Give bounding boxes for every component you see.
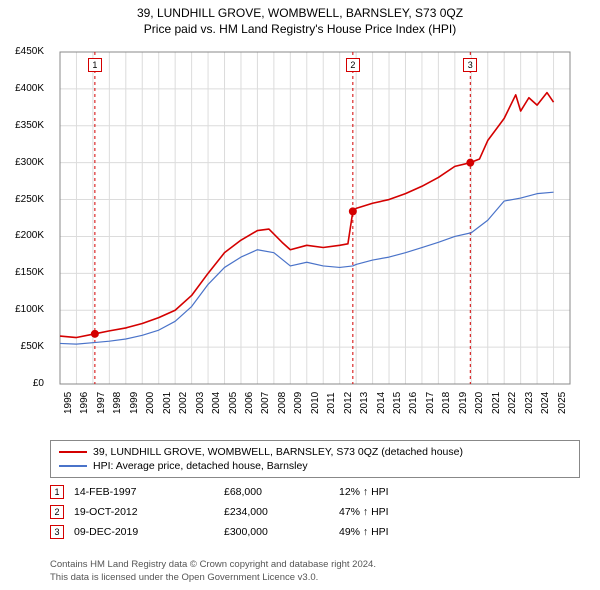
- x-tick-label: 2004: [211, 392, 222, 414]
- sale-date: 14-FEB-1997: [74, 486, 214, 498]
- chart-container: 39, LUNDHILL GROVE, WOMBWELL, BARNSLEY, …: [0, 0, 600, 590]
- y-tick-label: £50K: [4, 341, 44, 352]
- x-tick-label: 2023: [524, 392, 535, 414]
- sale-price: £234,000: [224, 506, 329, 518]
- x-tick-label: 2019: [458, 392, 469, 414]
- y-tick-label: £450K: [4, 46, 44, 57]
- x-tick-label: 2003: [195, 392, 206, 414]
- chart-subtitle: Price paid vs. HM Land Registry's House …: [0, 20, 600, 36]
- y-tick-label: £150K: [4, 267, 44, 278]
- sale-marker-badge: 1: [50, 485, 64, 499]
- sales-table: 1 14-FEB-1997 £68,000 12% ↑ HPI 2 19-OCT-2012…: [50, 482, 580, 542]
- line-chart-svg: [50, 44, 580, 414]
- footer-line-2: This data is licensed under the Open Gov…: [50, 572, 580, 584]
- sale-hpi: 12% ↑ HPI: [339, 486, 580, 498]
- sale-marker-flag: 1: [88, 58, 102, 72]
- x-tick-label: 2018: [441, 392, 452, 414]
- x-tick-label: 2012: [343, 392, 354, 414]
- sale-hpi: 47% ↑ HPI: [339, 506, 580, 518]
- x-tick-label: 2008: [277, 392, 288, 414]
- legend: 39, LUNDHILL GROVE, WOMBWELL, BARNSLEY, …: [50, 440, 580, 478]
- legend-label: HPI: Average price, detached house, Barn…: [93, 460, 308, 472]
- sale-price: £300,000: [224, 526, 329, 538]
- sale-marker-badge: 2: [50, 505, 64, 519]
- legend-row: 39, LUNDHILL GROVE, WOMBWELL, BARNSLEY, …: [59, 445, 571, 459]
- x-tick-label: 2015: [392, 392, 403, 414]
- sale-price: £68,000: [224, 486, 329, 498]
- sale-marker-badge: 3: [50, 525, 64, 539]
- y-tick-label: £350K: [4, 120, 44, 131]
- legend-row: HPI: Average price, detached house, Barn…: [59, 459, 571, 473]
- x-tick-label: 2013: [359, 392, 370, 414]
- sale-date: 09-DEC-2019: [74, 526, 214, 538]
- x-tick-label: 1998: [112, 392, 123, 414]
- sale-date: 19-OCT-2012: [74, 506, 214, 518]
- x-tick-label: 2010: [310, 392, 321, 414]
- legend-swatch: [59, 451, 87, 453]
- chart-area: [50, 44, 580, 414]
- x-tick-label: 1996: [79, 392, 90, 414]
- x-tick-label: 2016: [408, 392, 419, 414]
- x-tick-label: 2014: [376, 392, 387, 414]
- sale-marker-flag: 2: [346, 58, 360, 72]
- sales-row: 1 14-FEB-1997 £68,000 12% ↑ HPI: [50, 482, 580, 502]
- y-tick-label: £250K: [4, 194, 44, 205]
- x-tick-label: 2024: [540, 392, 551, 414]
- x-tick-label: 1997: [96, 392, 107, 414]
- y-tick-label: £0: [4, 378, 44, 389]
- y-tick-label: £100K: [4, 304, 44, 315]
- x-tick-label: 2022: [507, 392, 518, 414]
- x-tick-label: 2006: [244, 392, 255, 414]
- x-tick-label: 2000: [145, 392, 156, 414]
- legend-label: 39, LUNDHILL GROVE, WOMBWELL, BARNSLEY, …: [93, 446, 463, 458]
- x-tick-label: 2002: [178, 392, 189, 414]
- x-tick-label: 2009: [293, 392, 304, 414]
- y-tick-label: £200K: [4, 230, 44, 241]
- x-tick-label: 2007: [260, 392, 271, 414]
- x-tick-label: 2017: [425, 392, 436, 414]
- x-tick-label: 2025: [557, 392, 568, 414]
- chart-title: 39, LUNDHILL GROVE, WOMBWELL, BARNSLEY, …: [0, 0, 600, 20]
- sales-row: 2 19-OCT-2012 £234,000 47% ↑ HPI: [50, 502, 580, 522]
- x-tick-label: 2005: [228, 392, 239, 414]
- x-tick-label: 1995: [63, 392, 74, 414]
- x-tick-label: 1999: [129, 392, 140, 414]
- y-tick-label: £400K: [4, 83, 44, 94]
- footer-line-1: Contains HM Land Registry data © Crown c…: [50, 559, 580, 571]
- y-tick-label: £300K: [4, 157, 44, 168]
- x-tick-label: 2001: [162, 392, 173, 414]
- footer-attribution: Contains HM Land Registry data © Crown c…: [50, 559, 580, 584]
- x-tick-label: 2021: [491, 392, 502, 414]
- x-tick-label: 2011: [326, 392, 337, 414]
- sale-marker-flag: 3: [463, 58, 477, 72]
- legend-swatch: [59, 465, 87, 467]
- sale-hpi: 49% ↑ HPI: [339, 526, 580, 538]
- sales-row: 3 09-DEC-2019 £300,000 49% ↑ HPI: [50, 522, 580, 542]
- x-tick-label: 2020: [474, 392, 485, 414]
